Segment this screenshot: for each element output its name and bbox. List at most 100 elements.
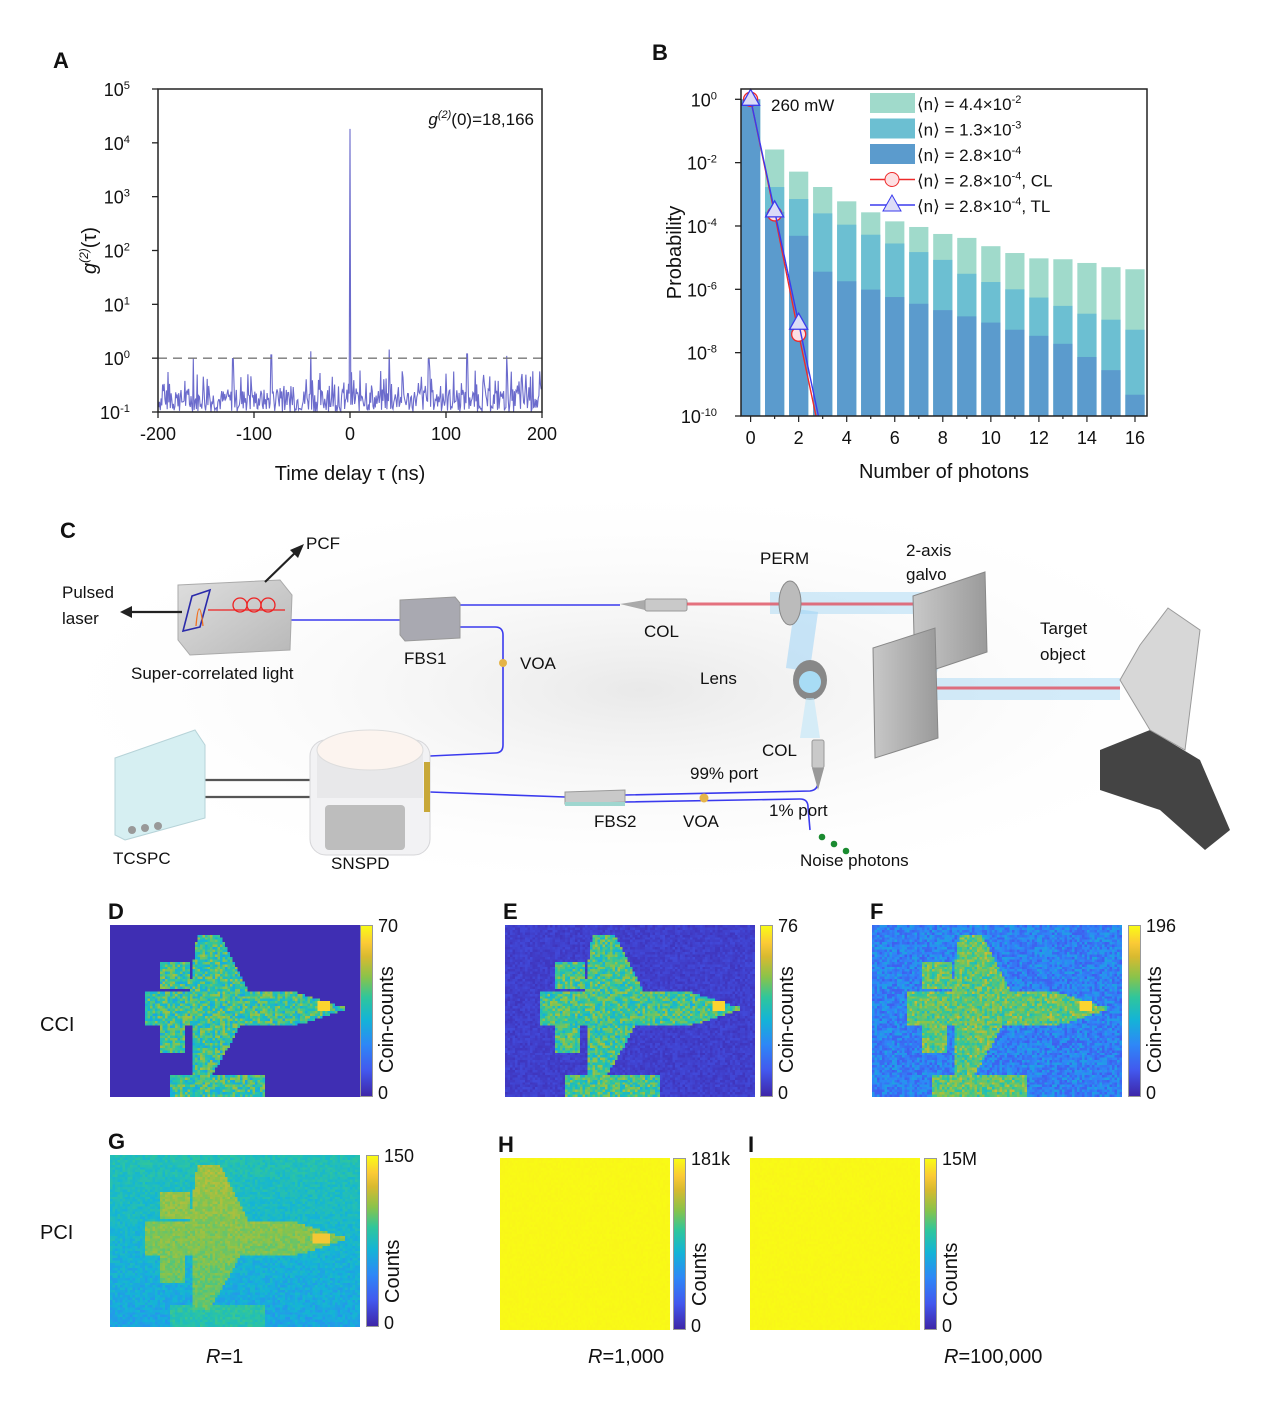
target-label-line1: Target bbox=[1040, 619, 1088, 638]
x-tick-label: 8 bbox=[938, 428, 948, 448]
bar-2-n1 bbox=[765, 211, 785, 416]
legend-swatch bbox=[870, 118, 915, 139]
voa1-label: VOA bbox=[520, 654, 556, 673]
panel-label-b: B bbox=[652, 40, 668, 65]
colorbar-max: 76 bbox=[778, 916, 799, 936]
col1-label: COL bbox=[644, 622, 679, 641]
legend-marker-circle bbox=[884, 172, 900, 187]
image-d bbox=[110, 925, 360, 1097]
image-i bbox=[750, 1158, 920, 1330]
noise-photon-2 bbox=[830, 840, 838, 848]
pcf-coil-3 bbox=[260, 597, 276, 613]
colorbar-title: Coin-counts bbox=[1144, 966, 1166, 1073]
colorbar-title: Counts bbox=[940, 1242, 962, 1306]
y-tick-label: 103 bbox=[104, 188, 130, 208]
panel-label-d: D bbox=[108, 899, 124, 924]
bar-2-n3 bbox=[813, 271, 833, 416]
g2-chart: -200 -100 0 100 200 10-1 100 101 102 103 104 105 g(… bbox=[77, 80, 557, 485]
lens-cone bbox=[800, 698, 820, 738]
caption-r100000: R=100,000 bbox=[944, 1346, 1042, 1369]
y-tick-label: 10-10 bbox=[681, 407, 717, 427]
voa2-label: VOA bbox=[683, 812, 719, 831]
tcspc-vent-1 bbox=[128, 826, 136, 834]
fiber-1-port bbox=[624, 798, 811, 831]
x-tick-label: 2 bbox=[794, 428, 804, 448]
snspd-connectors bbox=[424, 762, 430, 812]
image-g bbox=[110, 1155, 360, 1327]
caption-var: R bbox=[206, 1346, 221, 1368]
caption-var: R bbox=[588, 1346, 603, 1368]
lens-glass bbox=[799, 671, 821, 693]
noise-photons-label: Noise photons bbox=[800, 851, 909, 870]
tcspc-vent-3 bbox=[154, 822, 162, 830]
panel-label-c: C bbox=[60, 518, 76, 543]
legend-label: ⟨n⟩ = 4.4×10-2 bbox=[917, 94, 1021, 114]
g2-curve bbox=[157, 128, 542, 414]
line-tl bbox=[749, 99, 820, 417]
galvo-mirror-2 bbox=[872, 627, 939, 759]
super-correlated-light-label: Super-correlated light bbox=[131, 664, 294, 683]
legend-label: ⟨n⟩ = 2.8×10-4 bbox=[917, 145, 1021, 165]
image-h bbox=[500, 1158, 670, 1330]
target-label-line2: object bbox=[1040, 645, 1086, 664]
target-jet bbox=[1119, 607, 1201, 751]
fbs1-box bbox=[399, 596, 461, 642]
tcspc-box bbox=[114, 729, 206, 841]
tl-marker bbox=[788, 311, 809, 330]
y-tick-label: 10-4 bbox=[687, 217, 717, 237]
tl-marker bbox=[764, 199, 785, 218]
y-tick-label: 102 bbox=[104, 242, 130, 262]
y-tick-label: 10-8 bbox=[687, 344, 717, 364]
galvo-label-line1: 2-axis bbox=[906, 541, 952, 560]
bar-2-n7 bbox=[909, 303, 929, 416]
g2-zero-annotation: g(2)(0)=18,166 bbox=[428, 109, 534, 129]
col2-label: COL bbox=[762, 741, 797, 760]
power-annotation: 260 mW bbox=[771, 96, 834, 115]
axis-ticks-a: -200 -100 0 100 200 10-1 100 101 102 103 104 105 bbox=[100, 80, 557, 444]
caption-r1000: R=1,000 bbox=[588, 1346, 664, 1369]
x-tick-label: 6 bbox=[890, 428, 900, 448]
filter-icon bbox=[181, 588, 212, 633]
axis-ticks-b: 0 2 4 6 8 10 12 14 16 10-10 10-8 10-6 10-4 10-2 100 bbox=[681, 90, 1145, 448]
colorbar-d bbox=[360, 925, 373, 1097]
pcf-arrowhead bbox=[290, 544, 304, 558]
pulsed-laser-label-line2: laser bbox=[62, 609, 99, 628]
bar-2-n16 bbox=[1125, 394, 1145, 416]
x-axis-label-b: Number of photons bbox=[859, 461, 1029, 483]
legend-swatch bbox=[870, 93, 915, 113]
snspd-panel bbox=[325, 805, 405, 850]
colorbar-title: Coin-counts bbox=[376, 966, 398, 1073]
bar-2-n5 bbox=[861, 289, 881, 416]
colorbar-g bbox=[366, 1155, 379, 1327]
port99-label: 99% port bbox=[690, 764, 759, 783]
legend-label: ⟨n⟩ = 2.8×10-4, TL bbox=[917, 196, 1050, 216]
snspd-label: SNSPD bbox=[331, 854, 390, 873]
fbs1-label: FBS1 bbox=[404, 649, 447, 668]
target-stage bbox=[1100, 730, 1230, 850]
colorbar-max: 181k bbox=[691, 1149, 731, 1169]
x-axis-label-a: Time delay τ (ns) bbox=[275, 463, 426, 485]
x-tick-label: 10 bbox=[981, 428, 1001, 448]
bar-1-n16 bbox=[1125, 329, 1145, 416]
x-tick-label: 16 bbox=[1125, 428, 1145, 448]
colorbar-min: 0 bbox=[942, 1316, 953, 1336]
panel-label-e: E bbox=[503, 899, 518, 924]
pulse-icon bbox=[195, 608, 204, 627]
colorbar-max: 150 bbox=[384, 1146, 415, 1166]
panel-label-g: G bbox=[108, 1129, 126, 1154]
pulsed-laser-label-line1: Pulsed bbox=[62, 583, 114, 602]
x-tick-label: 0 bbox=[746, 428, 756, 448]
col2-body bbox=[811, 739, 825, 769]
port1-label: 1% port bbox=[769, 801, 828, 820]
image-e bbox=[505, 925, 755, 1097]
panel-label-i: I bbox=[748, 1132, 755, 1157]
voa1-bead bbox=[499, 659, 507, 667]
fiber-fbs1-snspd bbox=[429, 626, 504, 757]
noise-photon-3 bbox=[842, 847, 850, 855]
colorbar-title: Counts bbox=[689, 1242, 711, 1306]
g2-series-line bbox=[157, 128, 542, 414]
colorbar-min: 0 bbox=[778, 1083, 789, 1103]
panel-label-f: F bbox=[870, 899, 884, 924]
row-label-cci: CCI bbox=[40, 1014, 75, 1036]
caption-value: =1,000 bbox=[602, 1346, 665, 1368]
